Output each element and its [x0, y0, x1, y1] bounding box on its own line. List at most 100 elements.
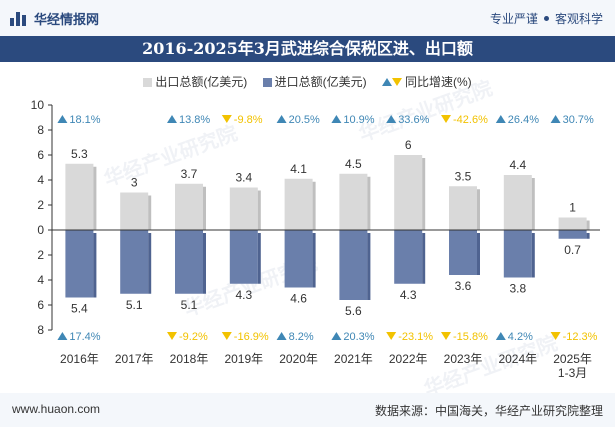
- growth-down-icon: [441, 332, 451, 340]
- export-bar: [120, 192, 149, 230]
- y-tick-label: 10: [31, 98, 45, 112]
- top-bar: 华经情报网 专业严谨 客观科学: [0, 0, 615, 36]
- chart-plot: 10 8 6 4 2 0 2 4 6 8 5.3 5.4 18.1% 17.4% 2016年 3 5.1 2017…: [31, 98, 600, 380]
- import-value-label: 5.1: [126, 298, 143, 312]
- x-category-label: 2019年: [224, 352, 263, 366]
- growth-up-icon: [495, 332, 506, 340]
- y-tick-label: 2: [37, 198, 44, 212]
- import-growth-label: -15.8%: [453, 331, 488, 343]
- growth-down-icon: [386, 332, 397, 340]
- export-value-label: 4.1: [290, 162, 307, 176]
- import-bar-shadow: [477, 233, 480, 275]
- x-category-label: 2022年: [389, 352, 428, 366]
- import-growth-label: 17.4%: [69, 331, 100, 343]
- import-bar: [120, 230, 149, 294]
- slogan-left: 专业严谨: [489, 12, 538, 26]
- footer-url[interactable]: www.huaon.com: [12, 402, 101, 416]
- export-value-label: 3: [131, 176, 138, 190]
- export-bar-shadow: [477, 189, 480, 230]
- x-category-label: 1-3月: [558, 366, 587, 380]
- export-bar: [339, 173, 368, 230]
- legend-import-label: 进口总额(亿美元): [274, 75, 367, 89]
- y-tick-label: 8: [37, 323, 44, 337]
- triangle-up-icon: [382, 78, 392, 86]
- x-category-label: 2017年: [115, 352, 154, 366]
- export-growth-label: 10.9%: [343, 114, 374, 126]
- export-growth-label: -9.8%: [234, 114, 263, 126]
- import-bar: [65, 230, 94, 298]
- growth-up-icon: [276, 115, 287, 123]
- import-value-label: 5.4: [71, 302, 88, 316]
- growth-down-icon: [221, 115, 232, 123]
- import-growth-label: -9.2%: [179, 331, 208, 343]
- import-bar-shadow: [257, 233, 261, 284]
- export-bar: [65, 163, 94, 230]
- export-growth-label: 26.4%: [508, 114, 539, 126]
- import-bar: [175, 230, 203, 294]
- export-bar-shadow: [203, 186, 206, 230]
- import-value-label: 0.7: [564, 243, 581, 257]
- y-tick-label: 0: [37, 223, 44, 237]
- export-value-label: 3.4: [235, 171, 252, 185]
- export-bar-shadow: [148, 195, 152, 230]
- legend: 出口总额(亿美元) 进口总额(亿美元) 同比增速(%): [0, 73, 615, 90]
- y-tick-label: 6: [37, 298, 44, 312]
- import-bar: [339, 230, 368, 300]
- export-growth-label: 30.7%: [563, 114, 594, 126]
- x-category-label: 2025年: [553, 352, 592, 366]
- import-bar-shadow: [531, 233, 535, 278]
- import-growth-label: 20.3%: [343, 331, 374, 343]
- y-tick-label: 6: [37, 148, 44, 162]
- export-bar: [394, 155, 423, 230]
- legend-export-label: 出口总额(亿美元): [155, 75, 248, 89]
- export-bar-shadow: [586, 220, 590, 230]
- import-growth-label: 8.2%: [289, 331, 314, 343]
- export-bar: [229, 187, 258, 230]
- growth-up-icon: [276, 332, 287, 340]
- legend-export-swatch: [143, 78, 153, 87]
- x-category-label: 2021年: [334, 352, 373, 366]
- footer-source: 数据来源：中国海关，华经产业研究院整理: [374, 404, 603, 418]
- export-bar-shadow: [531, 178, 535, 230]
- growth-up-icon: [57, 332, 68, 340]
- bar-logo-icon: [10, 11, 28, 26]
- export-growth-label: 18.1%: [69, 114, 100, 126]
- growth-up-icon: [57, 115, 68, 123]
- export-bar-shadow: [312, 181, 316, 230]
- export-value-label: 1: [569, 201, 576, 215]
- import-value-label: 5.6: [345, 304, 362, 318]
- export-value-label: 6: [405, 138, 412, 152]
- export-bar: [449, 186, 477, 230]
- legend-import-swatch: [262, 78, 272, 87]
- triangle-down-icon: [392, 78, 402, 86]
- x-category-label: 2020年: [279, 352, 318, 366]
- slogan-right: 客观科学: [554, 12, 603, 26]
- growth-down-icon: [441, 115, 451, 123]
- import-value-label: 4.6: [290, 292, 307, 306]
- export-value-label: 5.3: [71, 147, 88, 161]
- import-bar-shadow: [586, 233, 590, 239]
- import-growth-label: -16.9%: [234, 331, 269, 343]
- growth-down-icon: [221, 332, 232, 340]
- export-growth-label: -42.6%: [453, 114, 488, 126]
- growth-up-icon: [167, 115, 177, 123]
- import-bar: [449, 230, 477, 275]
- legend-growth: 同比增速(%): [382, 73, 472, 90]
- import-bar: [503, 230, 532, 278]
- y-tick-label: 4: [37, 173, 44, 187]
- export-value-label: 3.5: [455, 169, 472, 183]
- export-bar-shadow: [422, 158, 426, 230]
- brand: 华经情报网: [10, 9, 99, 28]
- x-category-label: 2024年: [498, 352, 537, 366]
- import-growth-label: -23.1%: [398, 331, 433, 343]
- legend-export: 出口总额(亿美元): [143, 73, 247, 90]
- import-bar-shadow: [422, 233, 426, 284]
- import-bar: [284, 230, 313, 288]
- export-value-label: 3.7: [181, 167, 198, 181]
- import-bar: [394, 230, 423, 284]
- export-bar: [503, 175, 532, 230]
- import-value-label: 4.3: [400, 288, 417, 302]
- import-bar: [229, 230, 258, 284]
- legend-growth-label: 同比增速(%): [405, 75, 472, 89]
- export-value-label: 4.5: [345, 157, 362, 171]
